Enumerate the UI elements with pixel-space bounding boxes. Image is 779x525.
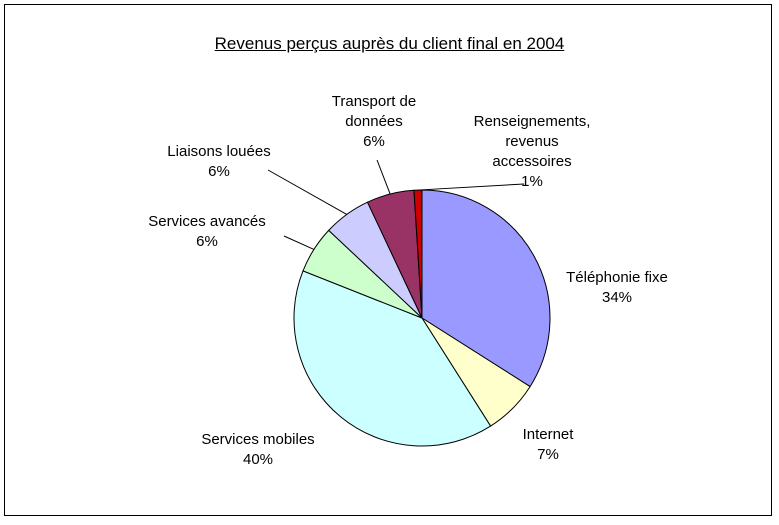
pie-slice xyxy=(293,270,492,447)
slice-label: Services mobiles 40% xyxy=(178,430,338,470)
slice-label: Transport de données 6% xyxy=(322,92,427,152)
chart-title: Revenus perçus auprès du client final en… xyxy=(214,34,565,53)
leader-line xyxy=(267,169,348,215)
chart-frame xyxy=(4,4,772,516)
leader-line xyxy=(283,235,315,250)
slice-label: Services avancés 6% xyxy=(127,212,287,252)
category-label: Transport de données xyxy=(331,93,417,130)
leader-line xyxy=(376,159,391,195)
category-label: Renseignements, revenus accessoires xyxy=(473,113,591,170)
value-label: 34% xyxy=(601,289,633,306)
category-label: Liaisons louées xyxy=(167,143,271,160)
value-label: 40% xyxy=(242,451,274,468)
leader-line xyxy=(417,183,525,191)
category-label: Internet xyxy=(522,426,574,443)
slice-label: Internet 7% xyxy=(498,425,598,465)
slice-label: Liaisons louées 6% xyxy=(149,142,289,182)
value-label: 6% xyxy=(208,163,230,180)
value-label: 1% xyxy=(521,173,543,190)
slice-label: Téléphonie fixe 34% xyxy=(532,268,702,308)
pie-slice xyxy=(421,189,551,388)
value-label: 6% xyxy=(363,133,385,150)
category-label: Téléphonie fixe xyxy=(566,269,668,286)
slice-label: Renseignements, revenus accessoires 1% xyxy=(470,112,595,192)
category-label: Services avancés xyxy=(148,213,266,230)
value-label: 7% xyxy=(537,446,559,463)
value-label: 6% xyxy=(196,233,218,250)
category-label: Services mobiles xyxy=(201,431,315,448)
